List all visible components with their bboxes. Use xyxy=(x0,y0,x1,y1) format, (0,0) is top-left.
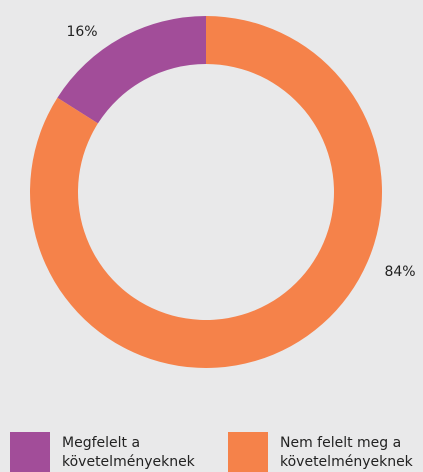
legend-label: Megfelelt a követelményeknek xyxy=(62,435,195,470)
legend-swatch xyxy=(228,432,268,472)
data-label: 84% xyxy=(384,264,415,280)
legend-item: Megfelelt a követelményeknek xyxy=(10,432,212,472)
data-label: 16% xyxy=(66,24,97,40)
donut-segment xyxy=(57,16,206,124)
chart: 16% 84% xyxy=(30,16,416,368)
legend-swatch xyxy=(10,432,50,472)
legend-item: Nem felelt meg a követelményeknek xyxy=(228,432,423,472)
legend-label: Nem felelt meg a követelményeknek xyxy=(280,435,413,470)
